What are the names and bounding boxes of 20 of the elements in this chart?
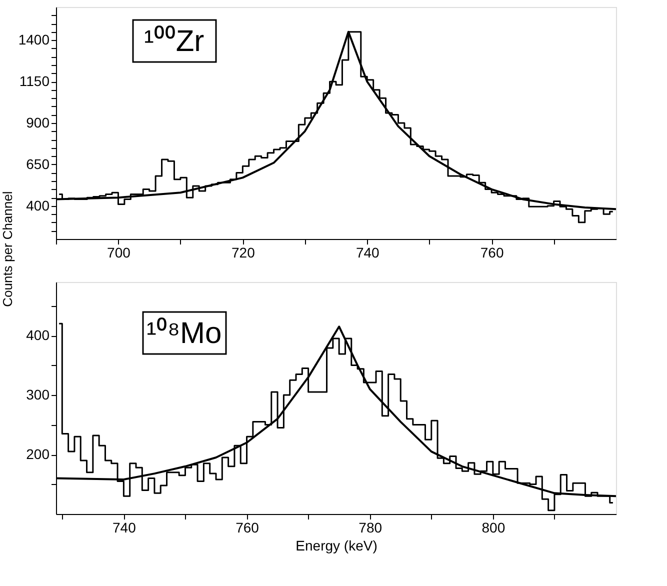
y-tick-label: 1150	[19, 73, 50, 90]
y-tick-label: 650	[26, 156, 50, 172]
x-axis-title: Energy (keV)	[296, 538, 378, 554]
annotation: ¹⁰⁰Zr	[144, 25, 204, 58]
y-tick-label: 400	[26, 327, 50, 344]
y-tick-label: 300	[26, 386, 50, 403]
annotation: ¹⁰⁸Mo	[146, 317, 222, 350]
x-tick-label: 740	[356, 244, 380, 260]
y-tick-label: 400	[26, 197, 50, 214]
x-tick-label: 700	[107, 244, 131, 260]
x-tick-label: 760	[236, 520, 260, 536]
y-tick-label: 200	[26, 446, 50, 462]
y-tick-label: 1400	[18, 32, 50, 48]
y-axis-title: Counts per Channel	[0, 191, 15, 307]
x-tick-label: 740	[112, 520, 136, 536]
x-tick-label: 800	[482, 520, 506, 536]
x-tick-label: 720	[231, 244, 256, 260]
x-tick-label: 780	[358, 520, 382, 536]
y-tick-label: 900	[26, 114, 50, 130]
x-tick-label: 760	[480, 244, 504, 260]
